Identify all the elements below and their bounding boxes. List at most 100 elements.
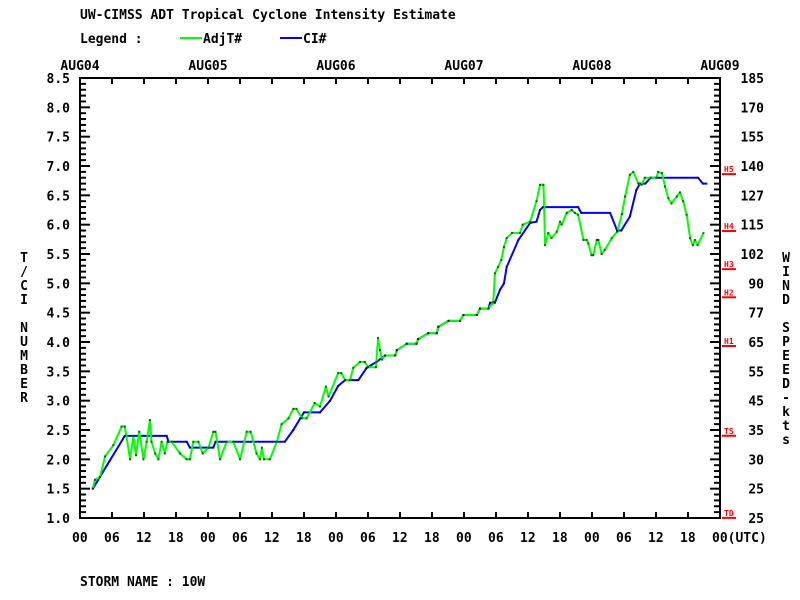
data-point-adjt bbox=[192, 440, 195, 443]
data-point-adjt bbox=[493, 272, 496, 275]
wind-tick-label: 35 bbox=[748, 424, 764, 439]
x-tick-label: 00 bbox=[328, 531, 344, 546]
date-label: AUG07 bbox=[444, 59, 483, 74]
x-tick-label: 12 bbox=[520, 531, 536, 546]
data-point-ci bbox=[337, 385, 340, 387]
data-point-adjt bbox=[104, 455, 107, 458]
data-point-adjt bbox=[268, 458, 271, 461]
data-point-adjt bbox=[340, 372, 343, 375]
data-point-adjt bbox=[201, 452, 204, 455]
data-point-ci bbox=[427, 332, 430, 335]
data-point-adjt bbox=[511, 231, 513, 234]
x-tick-label: 18 bbox=[168, 531, 184, 546]
wind-tick-label: 155 bbox=[741, 131, 764, 146]
data-point-adjt bbox=[693, 238, 696, 241]
data-point-adjt bbox=[542, 183, 545, 186]
y-tick-label: 7.0 bbox=[47, 160, 71, 175]
data-point-adjt bbox=[132, 434, 135, 437]
x-tick-label: 00(UTC) bbox=[712, 531, 767, 546]
date-label: AUG04 bbox=[60, 59, 99, 74]
wind-axis-title-char: N bbox=[782, 279, 790, 294]
category-label: H1 bbox=[724, 337, 734, 346]
y-axis-title-char: B bbox=[20, 363, 28, 378]
y-tick-label: 6.0 bbox=[47, 219, 71, 234]
wind-tick-label: 185 bbox=[741, 72, 764, 87]
wind-tick-label: 25 bbox=[748, 483, 764, 498]
wind-tick-label: 140 bbox=[741, 160, 765, 175]
data-point-adjt bbox=[363, 360, 366, 363]
data-point-adjt bbox=[577, 213, 580, 216]
x-tick-label: 06 bbox=[232, 531, 248, 546]
data-point-ci bbox=[475, 314, 478, 317]
data-point-adjt bbox=[292, 407, 295, 410]
data-point-ci bbox=[447, 319, 450, 322]
data-point-adjt bbox=[214, 430, 217, 433]
data-point-ci bbox=[303, 411, 305, 414]
data-point-ci bbox=[344, 379, 347, 382]
y-axis-title-char: T bbox=[20, 251, 28, 266]
data-point-ci bbox=[167, 440, 170, 443]
data-point-ci bbox=[644, 182, 647, 185]
y-axis-title-char: I bbox=[20, 293, 28, 308]
data-point-adjt bbox=[610, 237, 613, 240]
x-tick-label: 18 bbox=[424, 531, 440, 546]
data-point-adjt bbox=[660, 172, 663, 175]
data-point-ci bbox=[395, 349, 398, 352]
x-tick-label: 06 bbox=[104, 531, 120, 546]
data-point-ci bbox=[580, 211, 583, 214]
data-point-adjt bbox=[702, 231, 705, 234]
data-point-adjt bbox=[166, 440, 169, 443]
data-point-adjt bbox=[295, 407, 298, 410]
data-point-adjt bbox=[595, 238, 598, 241]
data-point-ci bbox=[503, 282, 505, 285]
plot-frame bbox=[79, 77, 721, 519]
data-point-ci bbox=[616, 229, 619, 232]
data-point-adjt bbox=[616, 230, 619, 233]
data-point-adjt bbox=[207, 446, 210, 449]
legend-entry: AdjT# bbox=[203, 32, 242, 47]
data-point-adjt bbox=[582, 238, 585, 241]
x-tick-label: 00 bbox=[584, 531, 600, 546]
data-point-adjt bbox=[255, 452, 258, 455]
data-point-adjt bbox=[505, 237, 508, 240]
legend-entry: CI# bbox=[303, 32, 327, 47]
data-point-adjt bbox=[327, 395, 330, 398]
data-point-adjt bbox=[93, 478, 96, 481]
data-point-adjt bbox=[154, 452, 157, 455]
data-point-adjt bbox=[300, 417, 303, 420]
y-tick-label: 2.0 bbox=[47, 453, 71, 468]
data-point-adjt bbox=[99, 475, 101, 478]
data-point-adjt bbox=[379, 349, 381, 352]
y-tick-label: 1.0 bbox=[47, 512, 71, 527]
data-point-ci bbox=[505, 265, 508, 268]
data-point-ci bbox=[185, 440, 188, 443]
legend-label: Legend : bbox=[80, 32, 143, 47]
wind-axis-title-char: S bbox=[782, 321, 790, 336]
wind-tick-label: 65 bbox=[748, 336, 764, 351]
data-point-adjt bbox=[135, 454, 137, 457]
data-point-adjt bbox=[188, 458, 191, 461]
data-point-adjt bbox=[637, 182, 640, 185]
data-point-adjt bbox=[225, 440, 228, 443]
data-point-adjt bbox=[539, 183, 541, 186]
y-axis-title-char: U bbox=[20, 335, 28, 350]
data-point-adjt bbox=[260, 446, 263, 449]
storm-name: STORM NAME : 10W bbox=[80, 575, 206, 590]
y-axis-title-char: N bbox=[20, 321, 28, 336]
x-tick-label: 06 bbox=[360, 531, 376, 546]
date-label: AUG05 bbox=[188, 59, 227, 74]
y-tick-label: 3.5 bbox=[47, 365, 70, 380]
data-point-adjt bbox=[319, 405, 321, 408]
data-point-ci bbox=[609, 211, 612, 214]
data-point-ci bbox=[577, 206, 580, 209]
wind-axis-title-char: E bbox=[782, 363, 790, 378]
x-tick-label: 00 bbox=[456, 531, 472, 546]
data-point-adjt bbox=[547, 231, 550, 234]
wind-axis-title-char: W bbox=[782, 251, 790, 266]
data-point-ci bbox=[319, 411, 321, 414]
data-point-ci bbox=[628, 215, 631, 218]
y-tick-label: 1.5 bbox=[47, 483, 70, 498]
data-point-ci bbox=[529, 221, 532, 224]
y-tick-label: 4.0 bbox=[47, 336, 71, 351]
category-label: TS bbox=[724, 427, 734, 436]
